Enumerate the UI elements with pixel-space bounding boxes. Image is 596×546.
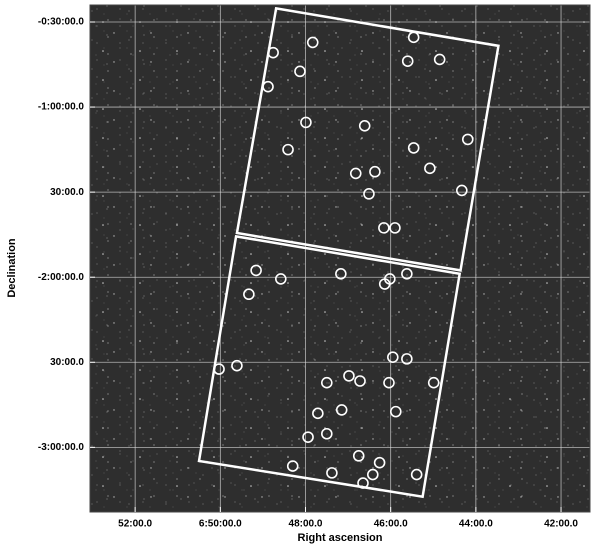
source-marker (294, 65, 306, 78)
source-marker (401, 268, 413, 280)
source-marker (262, 80, 274, 93)
x-tick-label: 42:00.0 (544, 519, 578, 530)
x-tick-label: 48:00.0 (289, 519, 323, 530)
source-marker (407, 31, 420, 44)
source-marker (312, 407, 324, 420)
source-marker (335, 268, 347, 280)
source-marker (389, 405, 402, 418)
source-marker (282, 143, 294, 156)
source-marker (231, 359, 243, 372)
source-marker (378, 222, 390, 234)
marks (197, 6, 500, 499)
source-marker (275, 273, 287, 285)
y-tick-label: -2:00:00.0 (38, 272, 85, 283)
source-marker (300, 116, 312, 129)
plot-frame (89, 4, 591, 513)
source-marker (320, 376, 333, 389)
source-marker (250, 264, 262, 277)
source-marker (352, 450, 365, 462)
source-marker (267, 46, 279, 59)
y-axis-label: Declination (6, 238, 18, 298)
source-marker (427, 376, 440, 389)
star-field (90, 5, 590, 512)
source-marker (369, 165, 381, 178)
source-marker (424, 162, 436, 175)
source-marker (389, 222, 401, 234)
source-marker (302, 431, 314, 443)
x-tick-label: 44:00.0 (459, 519, 493, 530)
y-tick-label: 30:00.0 (50, 187, 84, 198)
source-marker (433, 53, 446, 66)
footprint (235, 6, 500, 272)
grid (90, 5, 590, 512)
source-marker (387, 351, 399, 363)
source-marker (213, 363, 225, 375)
source-marker (401, 55, 414, 67)
source-marker (373, 456, 386, 469)
source-marker (456, 184, 468, 197)
source-marker (335, 404, 348, 416)
source-marker (306, 36, 319, 49)
source-marker (378, 278, 391, 290)
y-tick-label: -1:00:00.0 (38, 102, 85, 113)
source-marker (461, 133, 474, 146)
x-tick-label: 52:00.0 (118, 519, 152, 530)
source-marker (358, 119, 371, 132)
source-marker (366, 468, 379, 481)
source-marker (401, 353, 413, 365)
source-marker (286, 460, 299, 472)
footprint (197, 234, 462, 499)
x-axis-label: Right ascension (298, 532, 383, 544)
source-marker (383, 376, 395, 389)
source-marker (410, 468, 423, 481)
source-marker (354, 375, 366, 387)
source-marker (363, 188, 375, 200)
x-tick-label: 6:50:00.0 (199, 519, 242, 530)
source-marker (343, 370, 355, 382)
source-marker (326, 467, 338, 479)
source-marker (320, 427, 333, 440)
y-tick-label: -3:00:00.0 (38, 442, 85, 453)
source-marker (349, 167, 362, 180)
y-tick-label: 30:00.0 (50, 357, 84, 368)
source-marker (243, 288, 255, 301)
x-tick-label: 46:00.0 (374, 519, 408, 530)
y-tick-label: -0:30:00.0 (38, 17, 85, 28)
source-marker (357, 477, 369, 489)
source-marker (407, 142, 420, 154)
